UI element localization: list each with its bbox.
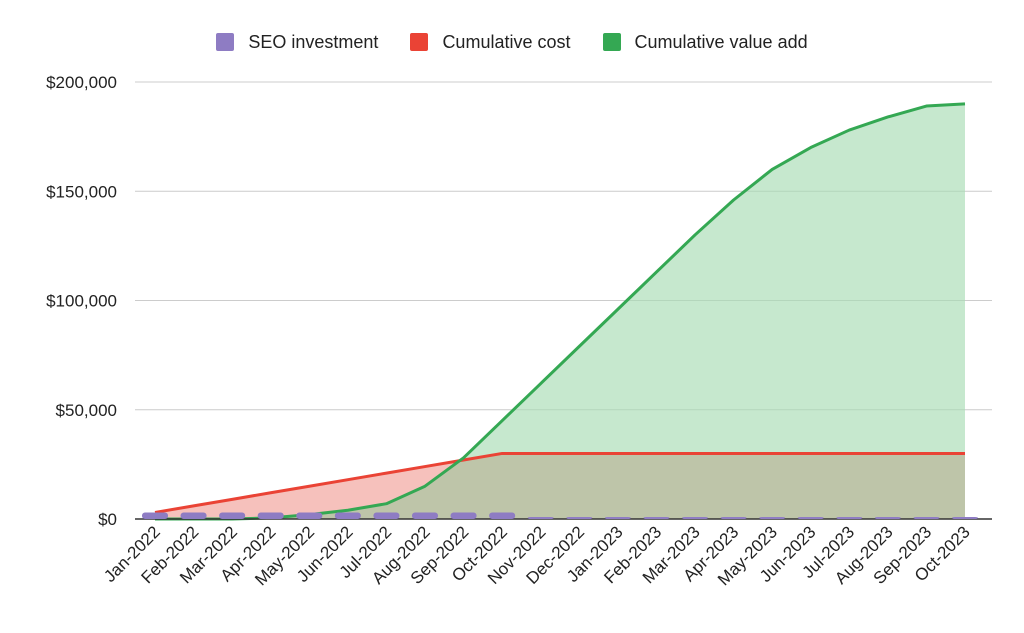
seo-investment-bar (373, 512, 400, 519)
overlap-area (155, 453, 965, 519)
seo-investment-bar (566, 517, 593, 519)
legend-item: Cumulative value add (602, 31, 808, 53)
seo-investment-bar (643, 517, 670, 519)
seo-investment-bar (952, 517, 978, 519)
seo-investment-bar (720, 517, 747, 519)
y-tick-label: $100,000 (46, 292, 117, 311)
seo-investment-bar (759, 517, 786, 519)
cumulative-value-area (155, 103, 965, 519)
seo-investment-bar (334, 512, 361, 519)
seo-investment-bar (450, 512, 477, 519)
seo-investment-bar (874, 517, 901, 519)
seo-investment-bar (797, 517, 824, 519)
cumulative-cost-line (154, 451, 965, 514)
seo-investment-bar (257, 512, 284, 519)
seo-investment-bar (296, 512, 323, 519)
seo-investment-bar (527, 517, 554, 519)
legend-swatch (602, 33, 621, 51)
legend-swatch (410, 33, 429, 51)
seo-investment-bar (682, 517, 708, 519)
seo-investment-bar (412, 512, 438, 519)
seo-investment-bar (604, 517, 631, 519)
seo-investment-bar (489, 512, 516, 519)
seo-investment-bar (142, 512, 168, 519)
legend-label: SEO investment (248, 31, 379, 52)
seo-investment-bar (219, 512, 246, 519)
legend-item: Cumulative cost (410, 31, 571, 53)
seo-investment-bar (836, 517, 863, 519)
seo-investment-bar (913, 517, 940, 519)
chart-legend: SEO investment Cumulative cost Cumulative … (0, 28, 1024, 56)
seo-investment-bar (180, 512, 207, 519)
y-tick-label: $50,000 (56, 401, 117, 420)
legend-label: Cumulative cost (442, 31, 571, 52)
y-tick-label: $0 (98, 510, 117, 529)
legend-label: Cumulative value add (634, 31, 808, 52)
y-tick-label: $150,000 (46, 182, 117, 201)
cumulative-value-line (155, 102, 966, 521)
legend-item: SEO investment (216, 32, 378, 53)
y-tick-label: $200,000 (46, 73, 117, 92)
legend-swatch (216, 33, 235, 51)
